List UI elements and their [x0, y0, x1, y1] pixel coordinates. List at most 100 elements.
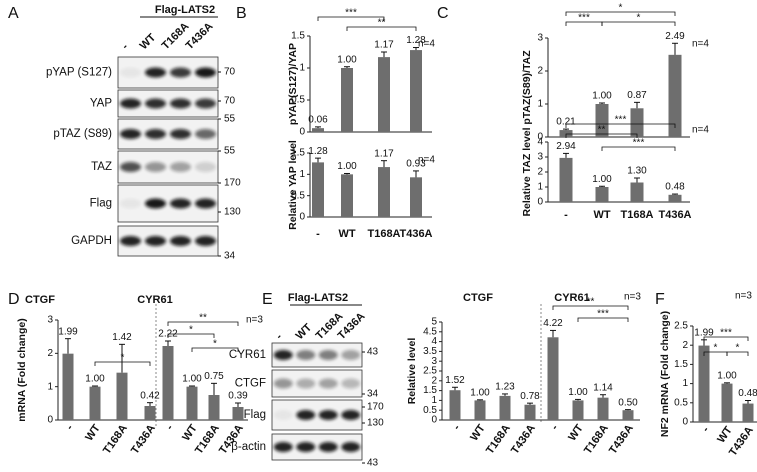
y-tick-label: 4: [431, 336, 437, 347]
y-tick-label: 1: [682, 378, 688, 389]
band: [195, 162, 216, 172]
x-tick-label: -: [700, 424, 712, 434]
bar: [559, 130, 573, 137]
y-tick-label: 1.5: [291, 31, 305, 42]
band: [170, 198, 191, 209]
band: [296, 378, 316, 389]
sig-label: ***: [720, 328, 732, 339]
panel-letter: B: [236, 5, 247, 22]
y-tick-label: 0.5: [291, 95, 305, 106]
band: [318, 378, 338, 389]
band: [145, 198, 166, 209]
band: [341, 442, 361, 452]
y-tick-label: 0: [537, 197, 543, 208]
sig-label: *: [736, 343, 740, 354]
sig-label: ***: [633, 138, 645, 149]
bar: [312, 162, 324, 217]
value-label: 0.39: [228, 391, 248, 402]
sig-label: ***: [578, 13, 590, 24]
bar: [312, 128, 324, 132]
sig-label: **: [598, 125, 606, 136]
sig-label: ***: [597, 309, 609, 320]
x-tick-label: WT: [468, 422, 488, 443]
mw-marker: 170: [367, 402, 384, 413]
band: [195, 198, 216, 209]
bar: [559, 157, 573, 202]
bar: [499, 395, 511, 420]
band: [120, 198, 141, 209]
band: [170, 236, 191, 246]
sig-bracket: [167, 333, 215, 338]
sig-bracket: [703, 336, 749, 341]
mw-marker: 130: [224, 207, 241, 218]
value-label: 0.50: [618, 397, 638, 408]
y-tick-label: 1: [299, 169, 305, 180]
band: [273, 410, 293, 420]
bar: [547, 337, 559, 420]
value-label: 1.52: [445, 375, 465, 386]
value-label: 1.23: [495, 382, 515, 393]
x-tick-label: -: [164, 422, 176, 432]
blot-row-label: Flag: [244, 409, 266, 421]
blot-row-label: GAPDH: [71, 235, 112, 247]
value-label: 1.17: [374, 148, 394, 159]
value-label: 1.00: [568, 387, 588, 398]
y-tick-label: 0: [537, 132, 543, 143]
sig-bracket: [346, 26, 417, 31]
y-tick-label: 1.5: [674, 359, 688, 370]
sig-bracket: [565, 123, 676, 128]
mw-marker: 43: [367, 347, 379, 358]
bar: [186, 386, 198, 420]
x-tick-label: -: [549, 422, 561, 432]
x-tick-label: WT: [566, 422, 586, 443]
y-tick-label: 2: [537, 167, 543, 178]
band: [273, 442, 293, 452]
band: [273, 350, 293, 360]
y-tick-label: 2: [431, 375, 437, 386]
band: [170, 162, 191, 172]
sig-label: **: [378, 18, 386, 29]
sig-label: ***: [615, 115, 627, 126]
y-tick-label: 1: [537, 182, 543, 193]
y-tick-label: 0: [682, 417, 688, 428]
y-axis-title: Relative level: [406, 338, 418, 405]
mw-marker: 70: [224, 96, 236, 107]
sig-label: *: [637, 13, 641, 24]
value-label: 0.48: [665, 182, 685, 193]
sig-label: **: [587, 297, 595, 308]
blot-row-label: β-actin: [231, 441, 266, 453]
y-tick-label: 4: [537, 137, 543, 148]
blot-row-label: pYAP (S127): [46, 67, 112, 79]
bar: [698, 345, 710, 422]
bar: [474, 400, 486, 420]
x-tick-label: T436A: [399, 228, 432, 240]
x-tick-label: WT: [593, 209, 610, 221]
y-tick-label: 2: [537, 66, 543, 77]
y-tick-label: 0: [47, 415, 53, 426]
n-note: n=3: [246, 315, 263, 326]
band: [145, 98, 166, 109]
group-title: CTGF: [25, 294, 55, 306]
value-label: 0.93: [406, 159, 426, 170]
sig-bracket: [552, 305, 629, 310]
panel-letter: F: [655, 291, 665, 308]
y-tick-label: 1: [47, 381, 53, 392]
y-tick-label: 3.5: [423, 346, 437, 357]
sig-bracket: [726, 351, 749, 356]
band: [296, 350, 316, 360]
sig-bracket: [601, 21, 676, 26]
panel-letter: A: [8, 5, 19, 22]
lane-label: -: [120, 41, 131, 52]
bar: [341, 174, 353, 217]
y-tick-label: 0.5: [674, 397, 688, 408]
x-tick-label: T168A: [101, 422, 130, 456]
y-tick-label: 1: [431, 395, 437, 406]
bar: [232, 407, 244, 420]
y-axis-title: Relative YAP level: [287, 140, 299, 230]
value-label: 1.17: [374, 40, 394, 51]
x-tick-label: T168A: [484, 422, 513, 456]
band: [145, 129, 166, 139]
mw-marker: 170: [224, 178, 241, 189]
value-label: 0.42: [140, 390, 160, 401]
